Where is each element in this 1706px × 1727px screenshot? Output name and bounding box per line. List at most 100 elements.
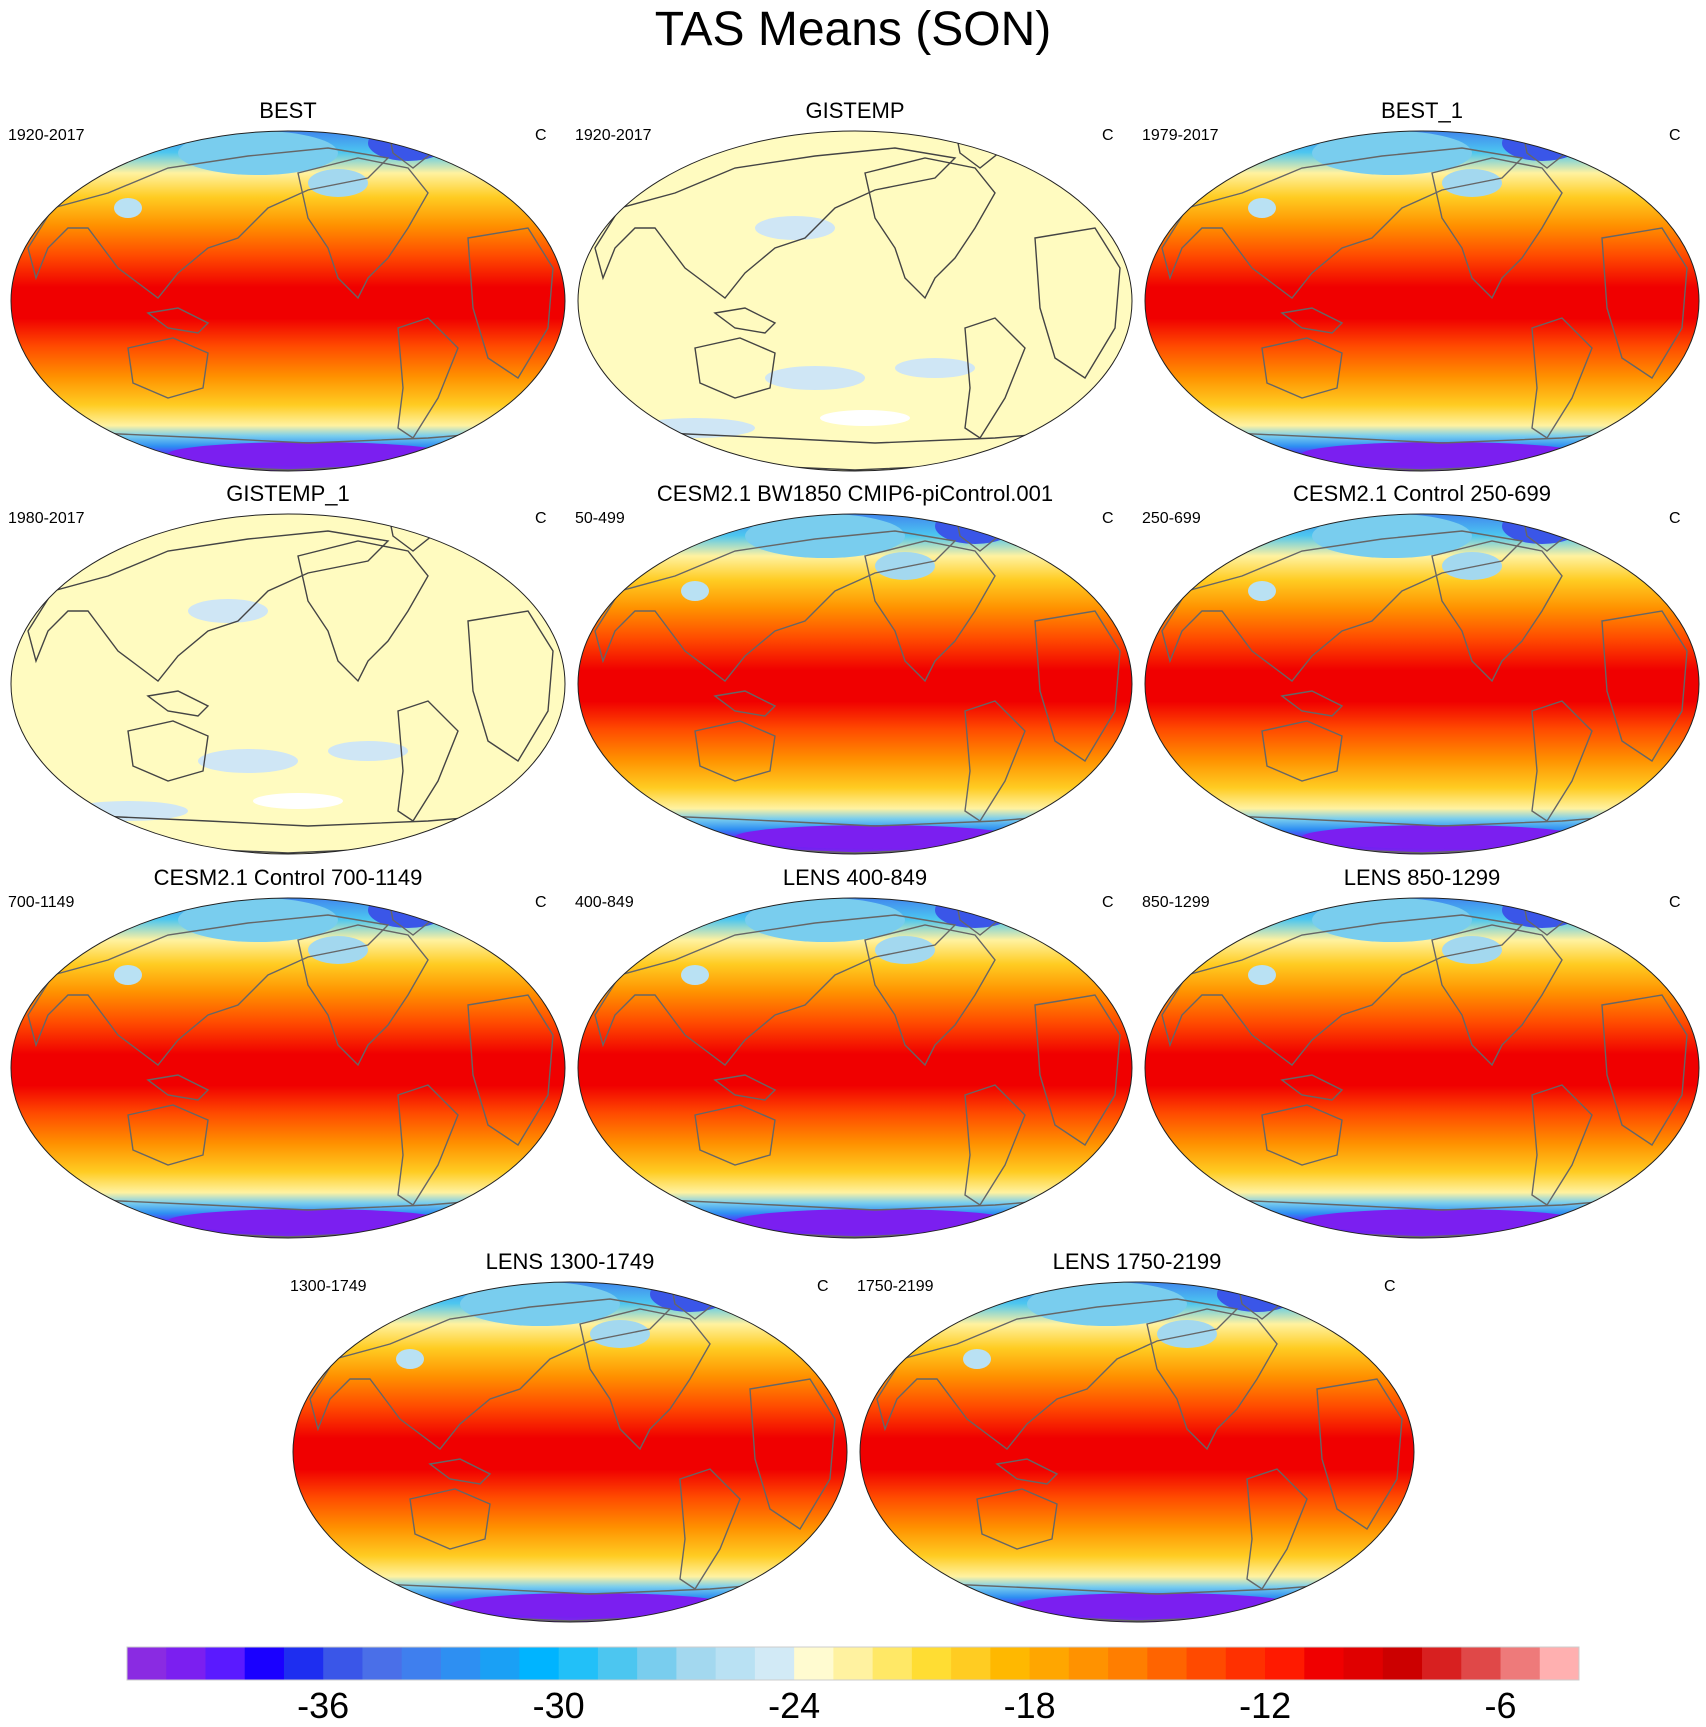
map-panel: CESM2.1 BW1850 CMIP6-piControl.001 50-499… (575, 481, 1135, 855)
coastline (976, 1488, 1058, 1550)
panel-units: C (1669, 510, 1681, 527)
temperature-region (308, 936, 368, 964)
coastline (579, 1308, 711, 1451)
panel-units: C (535, 894, 547, 911)
panel-period: 1980-2017 (8, 510, 85, 527)
temperature-region (168, 442, 448, 466)
colorbar-swatch (127, 1647, 167, 1680)
map-panel: LENS 1750-2199 1750-2199 C (857, 1249, 1417, 1623)
colorbar-swatch (166, 1647, 206, 1680)
panel-units: C (535, 510, 547, 527)
map-border (10, 513, 566, 855)
panel-period: 1920-2017 (575, 127, 652, 144)
coastline (679, 1468, 741, 1590)
colorbar-swatch (1382, 1647, 1423, 1680)
coastline (1236, 1282, 1288, 1320)
panel-title: LENS 1750-2199 (1052, 1249, 1222, 1274)
temperature-region (1302, 1209, 1582, 1233)
colorbar-swatch (1265, 1647, 1305, 1680)
coastline (1280, 1074, 1344, 1101)
coastline (1431, 924, 1563, 1067)
temperature-region (1017, 1593, 1297, 1617)
colorbar-swatch (323, 1647, 363, 1680)
colorbar-swatch (794, 1647, 834, 1680)
temperature-region (188, 599, 268, 623)
temperature-region (963, 1349, 991, 1369)
colorbar-swatch (283, 1647, 324, 1680)
temperature-region (681, 965, 709, 985)
temperature-region (875, 552, 935, 580)
coastline (1601, 227, 1688, 379)
map-panel: GISTEMP 1920-2017 C (575, 98, 1135, 472)
colorbar-swatch (1225, 1647, 1266, 1680)
panel-period: 700-1149 (8, 894, 75, 911)
robinson-map (859, 1281, 1415, 1623)
coastline (146, 307, 210, 334)
colorbar-swatch (440, 1647, 481, 1680)
panel-period: 1979-2017 (1142, 127, 1219, 144)
map-panel: CESM2.1 Control 700-1149 700-1149 C (8, 865, 568, 1239)
coastline (694, 720, 776, 782)
coastline (1531, 1084, 1593, 1206)
coastline (954, 131, 1006, 169)
temperature-region (1442, 169, 1502, 197)
robinson-map (577, 897, 1133, 1239)
temperature-region (1157, 1320, 1217, 1348)
temperature-region (1248, 198, 1276, 218)
panel-units: C (1669, 894, 1681, 911)
coastline (397, 700, 459, 822)
temperature-region (368, 898, 448, 928)
robinson-map (1144, 513, 1700, 855)
temperature-region (745, 898, 905, 942)
coastline (1431, 540, 1563, 683)
coastline (1280, 690, 1344, 717)
coastline (1034, 994, 1121, 1146)
coastline (954, 514, 1006, 552)
coastline (669, 1282, 721, 1320)
coastline (397, 317, 459, 439)
colorbar-swatch (990, 1647, 1031, 1680)
colorbar-tick-label: -18 (1004, 1685, 1056, 1726)
colorbar-swatch (1461, 1647, 1502, 1680)
coastline (864, 924, 996, 1067)
temperature-region (681, 581, 709, 601)
temperature-region (198, 749, 298, 773)
map-border (577, 897, 1133, 1239)
map-panel: CESM2.1 Control 250-699 250-699 C (1142, 481, 1702, 855)
temperature-region (1502, 131, 1582, 161)
coastline (146, 1074, 210, 1101)
coastline (297, 540, 429, 683)
coastline (1146, 1308, 1278, 1451)
coastline (1261, 1104, 1343, 1166)
colorbar-swatch (1029, 1647, 1070, 1680)
map-border (292, 1281, 848, 1623)
colorbar-swatch (1539, 1647, 1580, 1680)
panel-units: C (1102, 894, 1114, 911)
colorbar-swatch (1147, 1647, 1188, 1680)
map-fill (1145, 131, 1699, 471)
map-panel: LENS 850-1299 850-1299 C (1142, 865, 1702, 1239)
map-fill (11, 131, 565, 471)
coastline (146, 690, 210, 717)
colorbar-swatch (519, 1647, 560, 1680)
coastline (1280, 307, 1344, 334)
coastline (1601, 994, 1688, 1146)
coastline (467, 227, 554, 379)
temperature-region (1502, 898, 1582, 928)
panel-title: CESM2.1 BW1850 CMIP6-piControl.001 (656, 481, 1054, 506)
temperature-region (1248, 581, 1276, 601)
temperature-region (1302, 442, 1582, 466)
colorbar-swatch (480, 1647, 520, 1680)
map-fill (578, 898, 1132, 1238)
coastline (127, 1104, 209, 1166)
colorbar-swatch (1108, 1647, 1148, 1680)
coastline (1531, 700, 1593, 822)
colorbar-swatch (951, 1647, 991, 1680)
colorbar-swatch (1500, 1647, 1541, 1680)
map-border (1144, 513, 1700, 855)
coastline (594, 914, 957, 1066)
temperature-region (745, 514, 905, 558)
panel-units: C (817, 1278, 829, 1295)
colorbar-frame (126, 1646, 1580, 1681)
temperature-region (650, 1282, 730, 1312)
